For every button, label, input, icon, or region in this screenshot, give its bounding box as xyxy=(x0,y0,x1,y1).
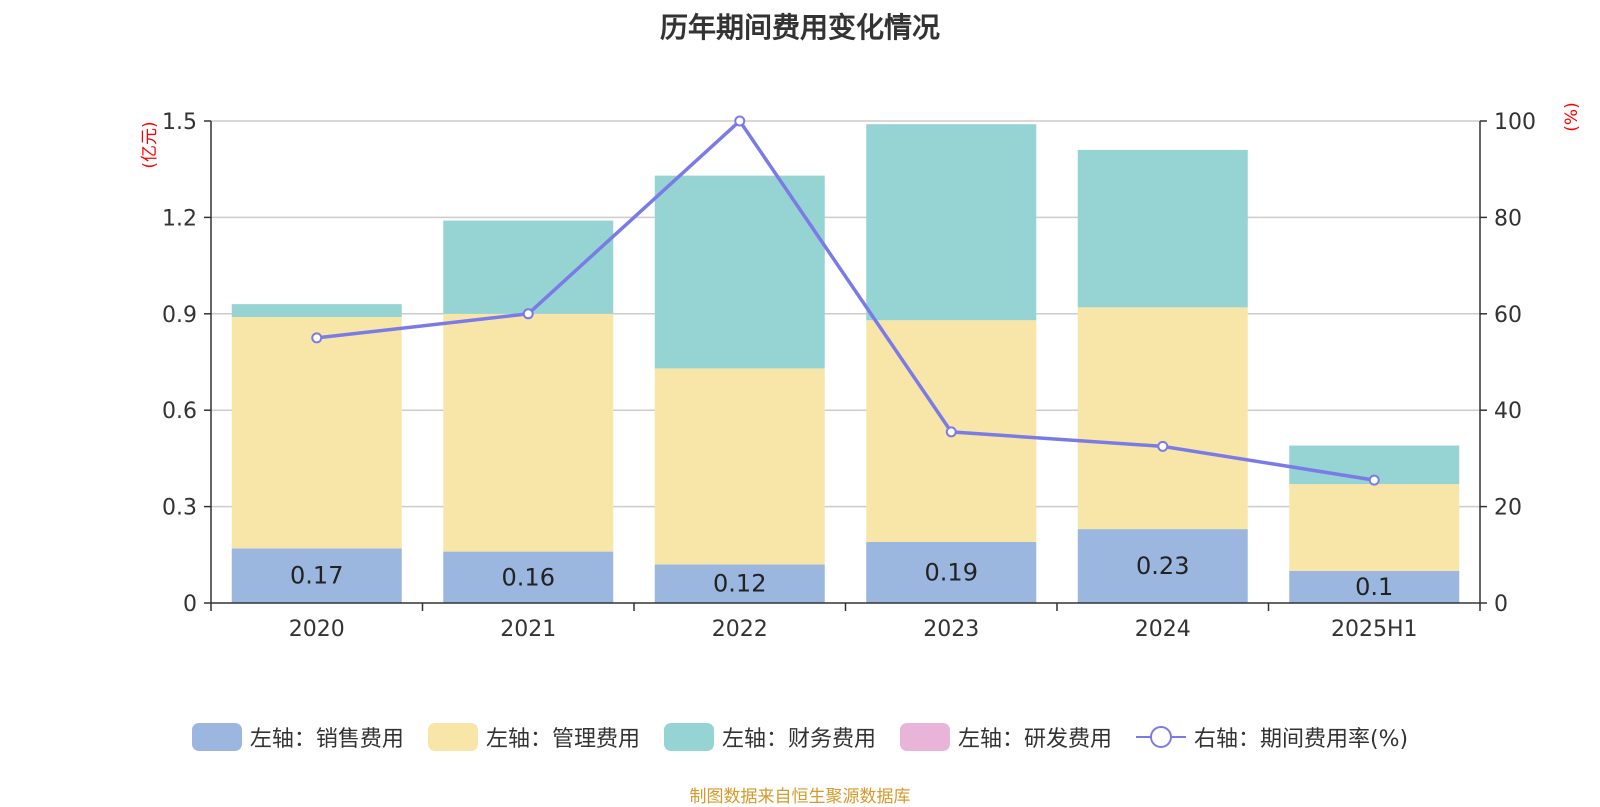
legend-item[interactable]: 右轴：期间费用率(%) xyxy=(1135,721,1409,753)
axes: 0 0.3 0.6 0.9 1.2 1.5 0 20 40 60 80 100 2020 2021 2022… xyxy=(162,110,1536,642)
legend-swatch xyxy=(427,723,478,751)
legend-item[interactable]: 左轴：研发费用 xyxy=(899,721,1112,753)
bar-segment xyxy=(1077,149,1248,308)
legend-swatch xyxy=(663,723,714,751)
bar-segment xyxy=(443,313,614,552)
right-axis-unit: (%) xyxy=(1562,102,1582,131)
x-axis-tick-label: 2020 xyxy=(289,617,345,642)
right-axis-tick-label: 80 xyxy=(1494,206,1522,231)
legend-item[interactable]: 左轴：财务费用 xyxy=(663,721,876,753)
rate-point xyxy=(522,308,534,320)
data-labels: 0.17 0.16 0.12 0.19 0.23 0.1 xyxy=(290,552,1393,601)
bar-segment xyxy=(231,548,402,603)
legend-label: 左轴：管理费用 xyxy=(485,727,640,752)
rate-point xyxy=(311,332,323,344)
x-axis-tick-label: 2025H1 xyxy=(1331,617,1418,642)
rate-point xyxy=(1368,474,1380,486)
bars xyxy=(231,124,1460,603)
source-note: 制图数据来自恒生聚源数据库 xyxy=(689,787,911,807)
left-axis-tick-label: 1.5 xyxy=(162,110,197,135)
rate-line xyxy=(311,115,1380,486)
right-axis-tick-label: 60 xyxy=(1494,303,1522,328)
rate-line-path xyxy=(316,118,1375,482)
bar-segment xyxy=(1077,529,1248,603)
legend-label: 左轴：财务费用 xyxy=(721,727,876,752)
bar-segment xyxy=(231,304,402,318)
right-axis-tick-label: 0 xyxy=(1494,592,1508,617)
right-axis-tick-label: 20 xyxy=(1494,496,1522,521)
chart-title: 历年期间费用变化情况 xyxy=(659,11,940,44)
bar-segment xyxy=(443,551,614,603)
bar-data-label: 0.19 xyxy=(925,558,978,586)
rate-point xyxy=(945,426,957,438)
rate-point xyxy=(1157,440,1169,452)
bar-data-label: 0.23 xyxy=(1136,552,1189,580)
left-axis-tick-label: 1.2 xyxy=(162,206,197,231)
bar-segment xyxy=(654,175,825,369)
bar-segment xyxy=(654,368,825,565)
legend-swatch xyxy=(191,723,242,751)
left-axis-tick-label: 0.3 xyxy=(162,496,197,521)
bar-segment xyxy=(1289,484,1460,571)
legend-label: 左轴：销售费用 xyxy=(249,727,404,752)
rate-point xyxy=(734,115,746,127)
left-axis-tick-label: 0.9 xyxy=(162,303,197,328)
bar-data-label: 0.17 xyxy=(290,562,343,590)
legend-label: 右轴：期间费用率(%) xyxy=(1193,727,1409,752)
legend-swatch xyxy=(899,723,950,751)
bar-segment xyxy=(443,220,614,314)
bar-segment xyxy=(1077,307,1248,530)
legend: 左轴：销售费用 左轴：管理费用 左轴：财务费用 左轴：研发费用 右轴：期间费用率(%) xyxy=(0,722,1600,752)
x-axis-tick-label: 2022 xyxy=(712,617,768,642)
bar-segment xyxy=(654,564,825,603)
left-axis-tick-label: 0 xyxy=(183,592,197,617)
right-axis-tick-label: 100 xyxy=(1494,110,1536,135)
x-axis-tick-label: 2021 xyxy=(500,617,556,642)
legend-item[interactable]: 左轴：管理费用 xyxy=(427,721,640,753)
legend-item[interactable]: 左轴：销售费用 xyxy=(191,721,404,753)
x-axis-tick-label: 2024 xyxy=(1135,617,1191,642)
legend-label: 左轴：研发费用 xyxy=(957,727,1112,752)
x-axis-tick-label: 2023 xyxy=(923,617,979,642)
bar-data-label: 0.1 xyxy=(1355,573,1393,601)
bar-data-label: 0.16 xyxy=(502,563,555,591)
bar-segment xyxy=(866,541,1037,603)
left-axis-tick-label: 0.6 xyxy=(162,399,197,424)
gridlines xyxy=(211,120,1480,508)
right-axis-tick-label: 40 xyxy=(1494,399,1522,424)
bar-segment xyxy=(866,124,1037,321)
bar-data-label: 0.12 xyxy=(713,570,766,598)
left-axis-unit: (亿元) xyxy=(140,121,160,168)
bar-segment xyxy=(1289,570,1460,603)
legend-line-marker-icon xyxy=(1135,726,1186,748)
bar-segment xyxy=(231,317,402,549)
